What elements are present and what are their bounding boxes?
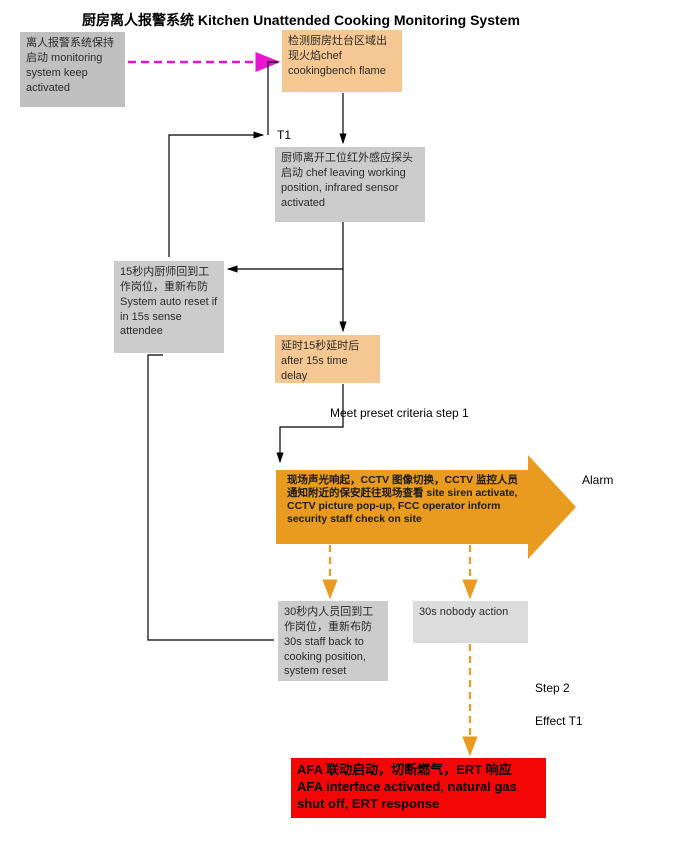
diagram-title: 厨房离人报警系统 Kitchen Unattended Cooking Moni… xyxy=(82,10,520,30)
node-alarm-actions: 现场声光响起，CCTV 图像切换，CCTV 监控人员通知附近的保安赶往现场查看 … xyxy=(281,470,527,543)
node-monitoring-system: 离人报警系统保持启动 monitoring system keep activa… xyxy=(20,32,125,107)
node-reset-15s: 15秒内厨师回到工作岗位，重新布防 System auto reset if i… xyxy=(114,261,224,353)
label-effect-t1: Effect T1 xyxy=(535,714,583,728)
node-afa-response: AFA 联动启动，切断燃气，ERT 响应 AFA interface activ… xyxy=(291,758,546,818)
node-infrared-sensor: 厨师离开工位红外感应探头启动 chef leaving working posi… xyxy=(275,147,425,222)
node-flame-detect: 检测厨房灶台区域出现火焰chef cookingbench flame xyxy=(282,30,402,92)
node-nobody-30s: 30s nobody action xyxy=(413,601,528,643)
label-t1: T1 xyxy=(277,128,291,142)
node-reset-30s: 30秒内人员回到工作岗位，重新布防 30s staff back to cook… xyxy=(278,601,388,681)
label-alarm: Alarm xyxy=(582,473,613,487)
label-step-2: Step 2 xyxy=(535,681,570,695)
node-delay-15s: 延时15秒延时后 after 15s time delay xyxy=(275,335,380,383)
label-meet-criteria: Meet preset criteria step 1 xyxy=(330,406,469,420)
